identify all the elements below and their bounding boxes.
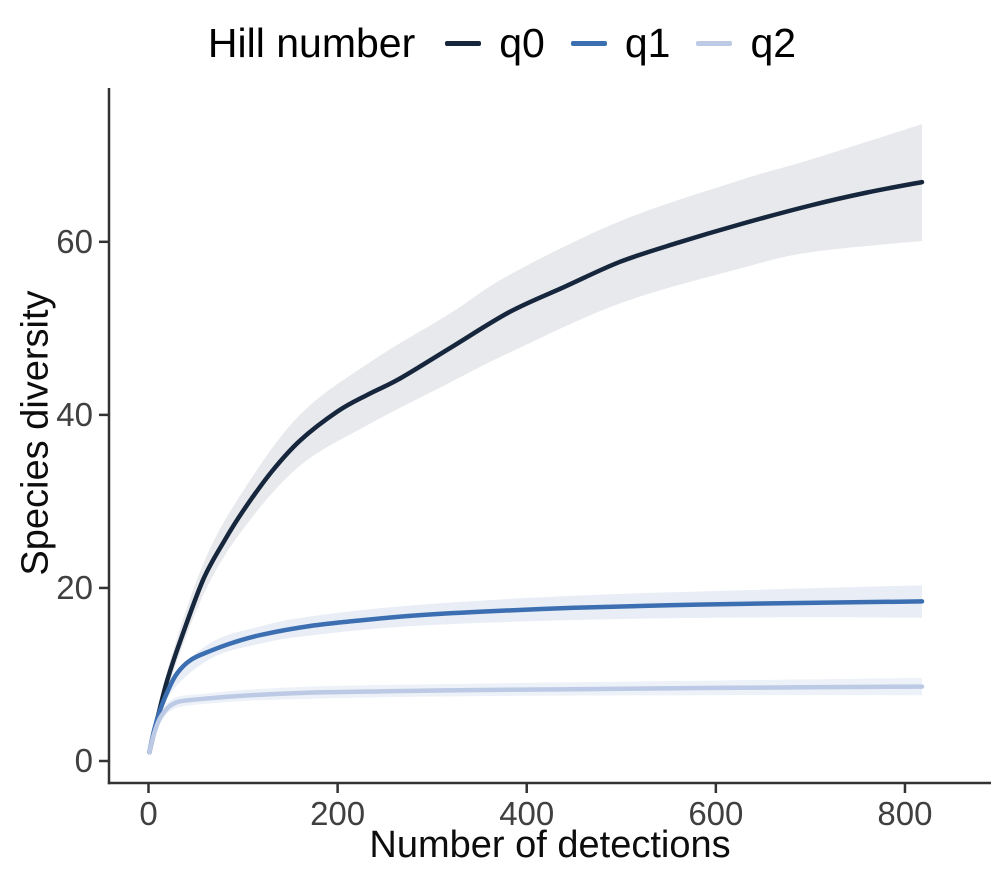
x-tick-label-800: 800 [877, 795, 932, 832]
x-axis-title: Number of detections [369, 824, 731, 866]
q1-line-swatch [570, 41, 607, 46]
q0-confidence-ribbon [149, 124, 922, 755]
x-tick-label-200: 200 [310, 795, 365, 832]
legend-label-q0: q0 [499, 20, 545, 66]
q0-line-swatch [445, 41, 482, 46]
q1-curve [147, 599, 925, 755]
x-tick-label-600: 600 [688, 795, 743, 832]
legend-label-q1: q1 [624, 20, 671, 66]
x-tick-label-0: 0 [139, 795, 157, 832]
y-tick-label-20: 20 [56, 569, 93, 606]
q2-curve [147, 684, 925, 755]
legend-title: Hill number [207, 20, 416, 66]
legend: Hill number q0 q1 q2 [0, 20, 1004, 67]
q0-curve [147, 179, 925, 755]
q1-confidence-ribbon [149, 585, 922, 754]
legend-entry-q1: q1 [570, 20, 671, 67]
x-tick-label-400: 400 [499, 795, 554, 832]
q2-line-swatch [696, 41, 733, 46]
legend-label-q2: q2 [750, 20, 797, 66]
y-tick-label-40: 40 [56, 396, 93, 433]
q2-confidence-ribbon [149, 677, 922, 754]
y-tick-label-60: 60 [56, 223, 93, 260]
legend-entry-q2: q2 [696, 20, 796, 67]
legend-entry-q0: q0 [445, 20, 545, 67]
y-tick-label-0: 0 [75, 742, 93, 779]
y-axis-title: Species diversity [14, 290, 57, 576]
